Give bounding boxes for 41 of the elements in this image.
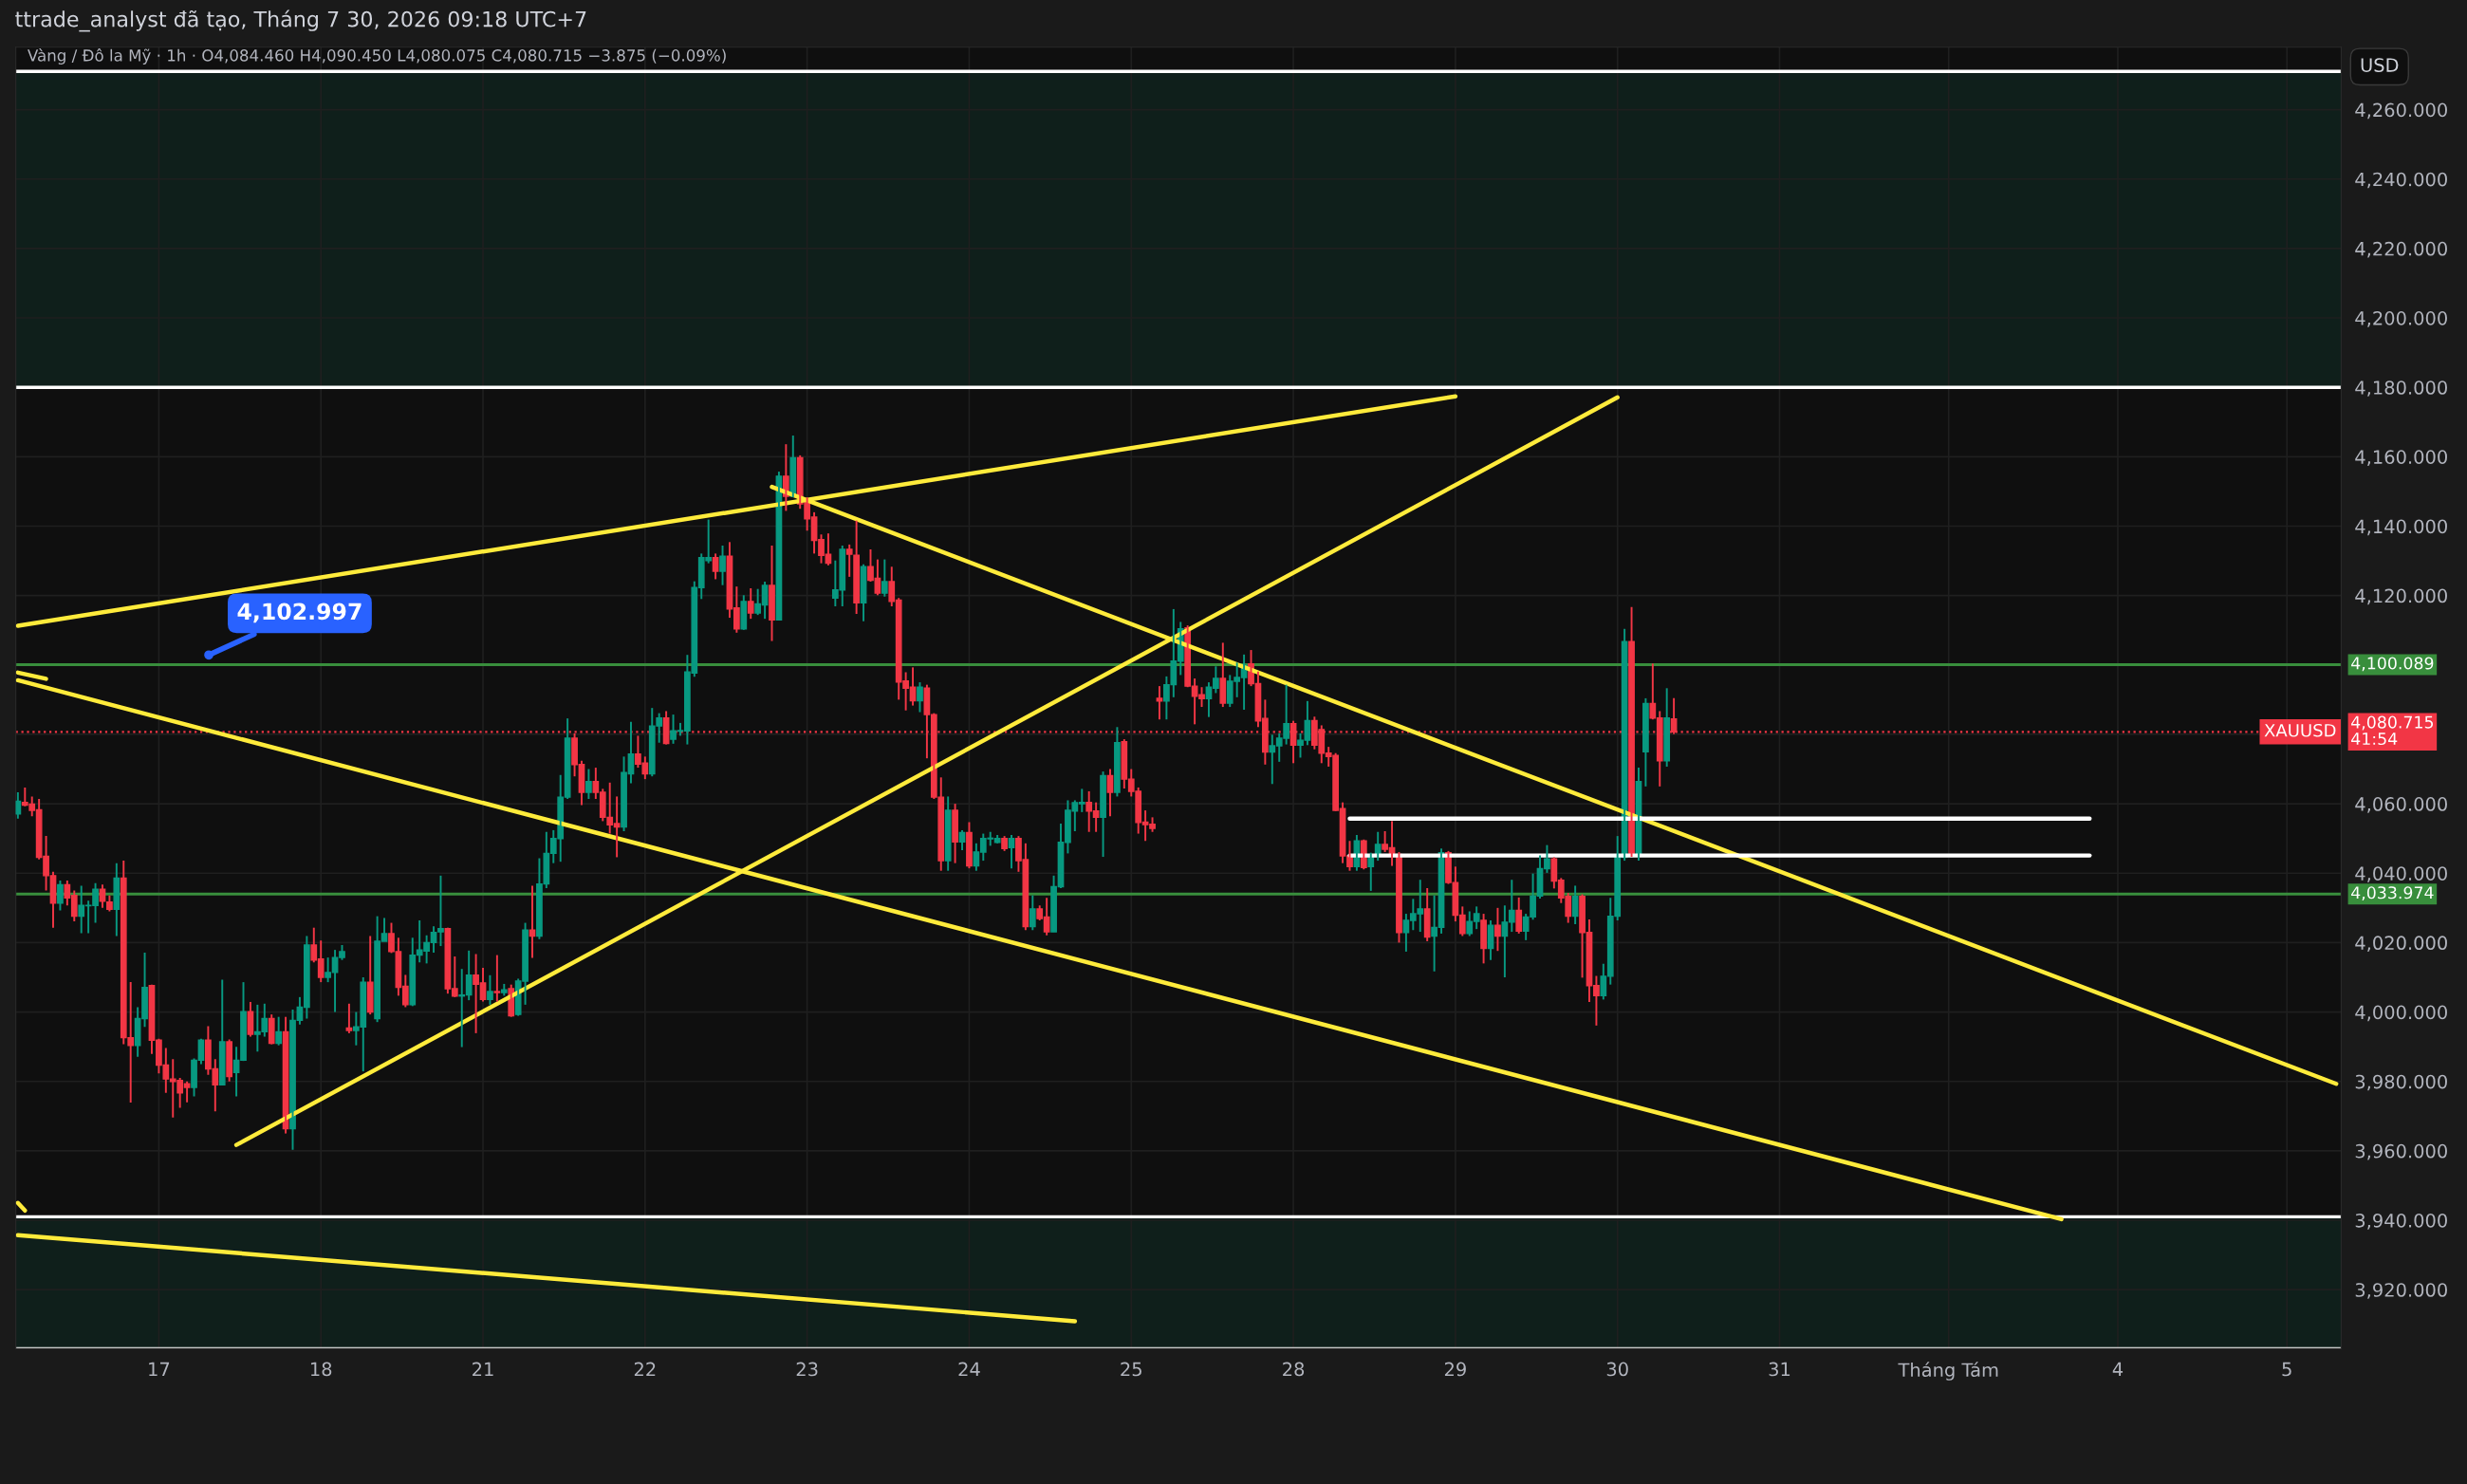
x-tick-label: 28 bbox=[1283, 1362, 1305, 1377]
candlestick bbox=[719, 545, 726, 586]
y-tick-label: 3,920.000 bbox=[2355, 1283, 2447, 1299]
ref-line-label: 4,033.974 bbox=[2351, 886, 2434, 901]
y-tick-label: 4,020.000 bbox=[2355, 936, 2447, 953]
x-tick-label: 5 bbox=[2282, 1362, 2291, 1377]
y-tick-label: 4,180.000 bbox=[2355, 380, 2447, 397]
x-tick-label: 24 bbox=[958, 1362, 980, 1377]
candlestick bbox=[769, 545, 775, 642]
x-tick-label: 25 bbox=[1121, 1362, 1141, 1377]
x-tick-label: 17 bbox=[149, 1362, 170, 1377]
y-tick-label: 4,060.000 bbox=[2355, 797, 2447, 813]
y-tick-label: 4,120.000 bbox=[2355, 588, 2447, 605]
y-tick-label: 4,160.000 bbox=[2355, 450, 2447, 466]
y-tick-label: 4,040.000 bbox=[2355, 866, 2447, 882]
x-tick-label: 18 bbox=[310, 1362, 332, 1377]
x-tick-label: 30 bbox=[1606, 1362, 1628, 1377]
x-tick-label: 31 bbox=[1769, 1362, 1790, 1377]
x-tick-label: 29 bbox=[1444, 1362, 1466, 1377]
y-tick-label: 4,200.000 bbox=[2355, 310, 2447, 327]
y-tick-label: 4,240.000 bbox=[2355, 172, 2447, 189]
chart-subtitle: Vàng / Đô la Mỹ · 1h · O4,084.460 H4,090.450 L4,080.075 C4,080.715 −3.875 (−0.09%) bbox=[28, 48, 726, 65]
ref-line-label: 4,100.089 bbox=[2351, 657, 2434, 672]
y-tick-label: 4,000.000 bbox=[2355, 1005, 2447, 1022]
y-tick-label: 3,940.000 bbox=[2355, 1213, 2447, 1230]
y-axis-title: USD bbox=[2361, 58, 2399, 72]
annotation: XAUUSD bbox=[2264, 723, 2336, 737]
y-tick-label: 3,960.000 bbox=[2355, 1143, 2447, 1160]
y-tick-label: 3,980.000 bbox=[2355, 1074, 2447, 1091]
y-tick-label: 4,140.000 bbox=[2355, 519, 2447, 536]
x-tick-label: 23 bbox=[796, 1362, 818, 1377]
chart-title: ttrade_analyst đã tạo, Tháng 7 30, 2026 09:18 UTC+7 bbox=[15, 9, 586, 32]
x-tick-label: 22 bbox=[634, 1362, 656, 1377]
y-tick-label: 4,220.000 bbox=[2355, 241, 2447, 258]
x-tick-label: 21 bbox=[473, 1362, 493, 1377]
candlestick bbox=[500, 982, 508, 997]
x-tick-label: Tháng Tám bbox=[1898, 1362, 1998, 1381]
y-tick-label: 4,260.000 bbox=[2355, 102, 2447, 120]
x-tick-label: 4 bbox=[2112, 1362, 2124, 1377]
annotation: 4,102.997 bbox=[237, 603, 362, 623]
ref-line-label: 4,080.715 41:54 bbox=[2351, 715, 2434, 746]
